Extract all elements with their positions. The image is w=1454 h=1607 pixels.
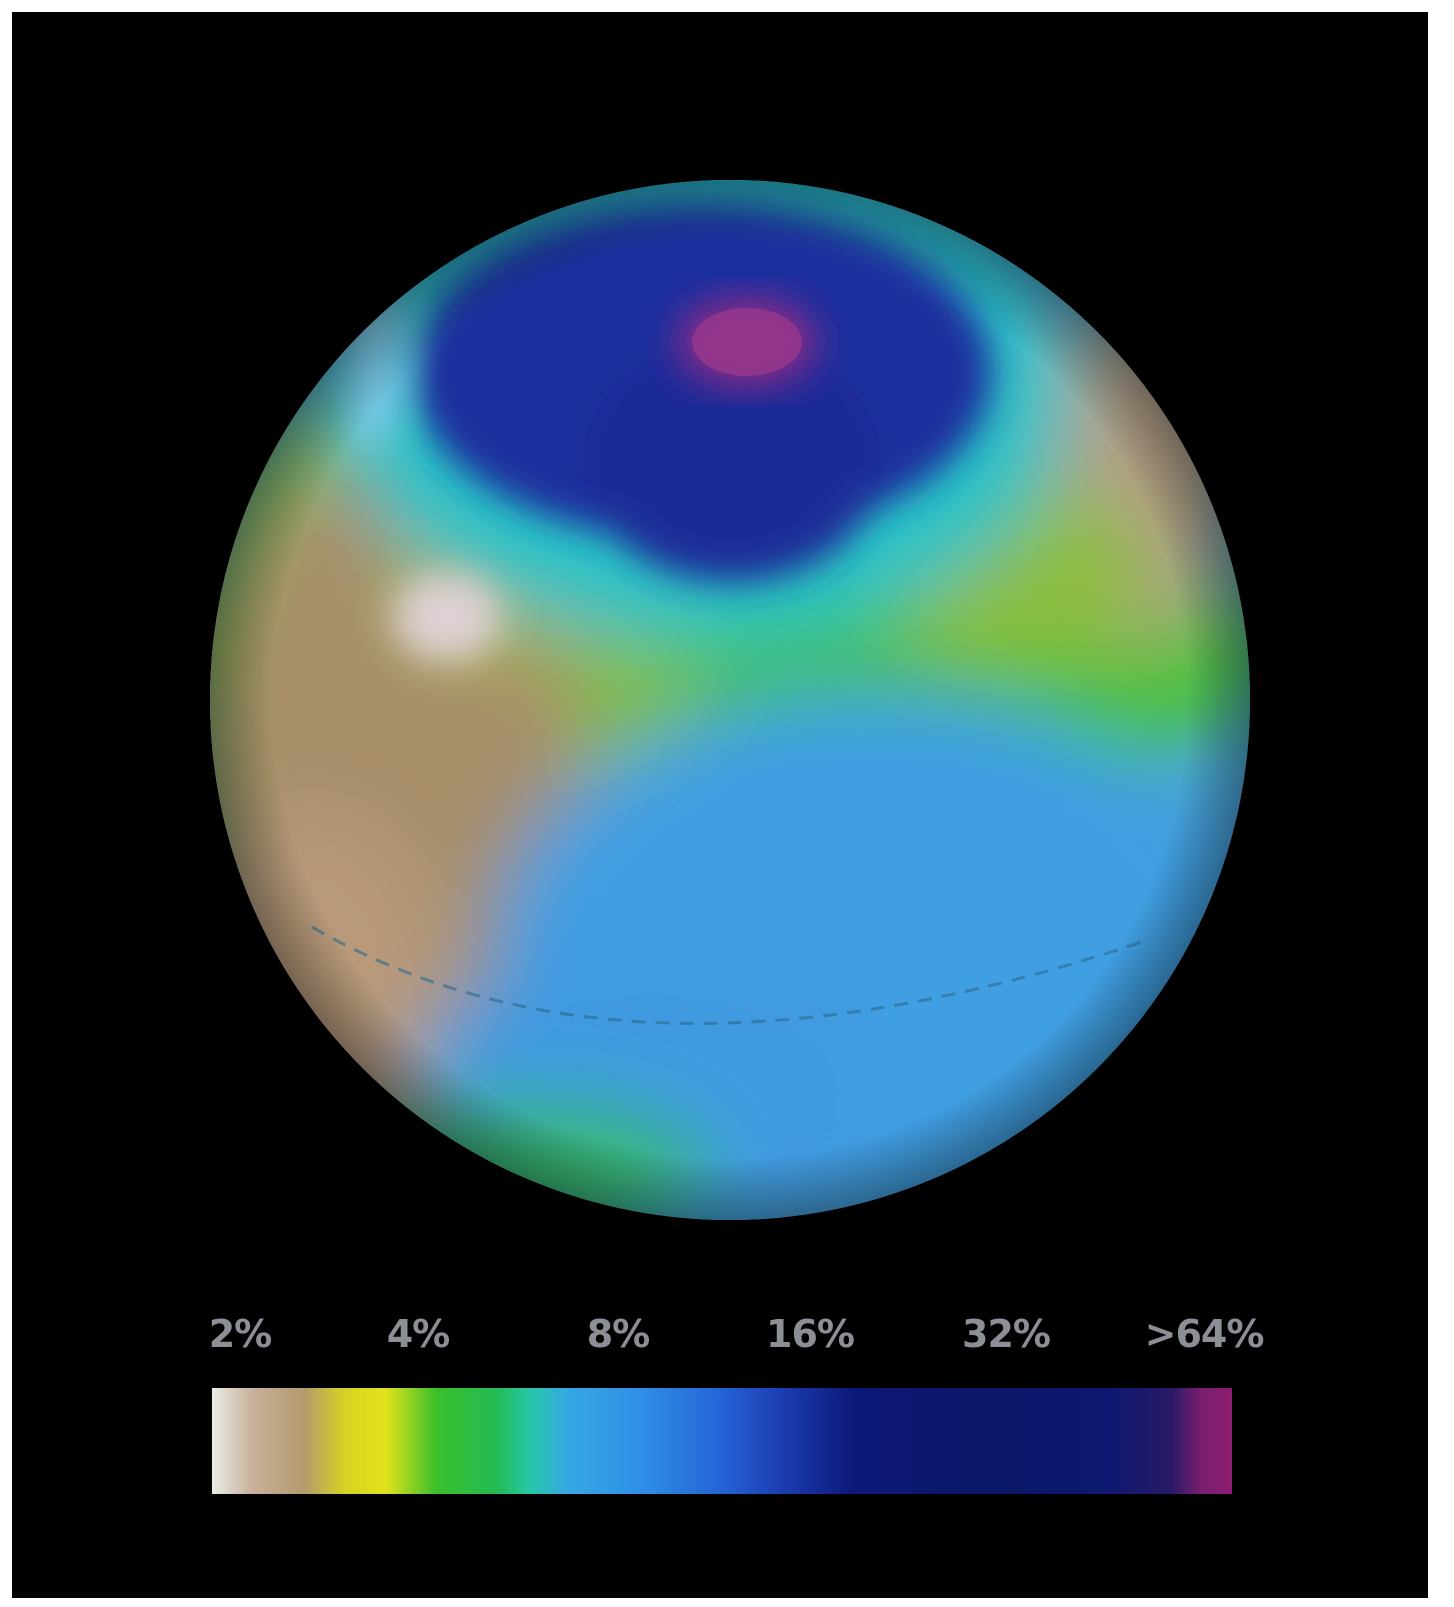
colorbar-tick-label: 4% xyxy=(386,1312,451,1356)
colorbar-tick-label: 8% xyxy=(586,1312,651,1356)
colorbar-tick-label: 32% xyxy=(962,1312,1051,1356)
planet-globe xyxy=(12,12,1428,1312)
color-scale-bar xyxy=(212,1388,1232,1494)
colorbar-tick-label: 16% xyxy=(766,1312,855,1356)
colorbar-tick-label: 2% xyxy=(208,1312,273,1356)
image-frame: 2% 4% 8% 16% 32% >64% xyxy=(12,12,1428,1598)
colorbar-tick-labels: 2% 4% 8% 16% 32% >64% xyxy=(12,1312,1428,1372)
colorbar-tick-label: >64% xyxy=(1144,1312,1265,1356)
